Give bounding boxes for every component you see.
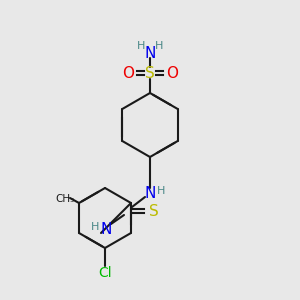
Text: O: O [166, 65, 178, 80]
Text: H: H [91, 222, 99, 232]
Text: N: N [144, 46, 156, 61]
Text: Cl: Cl [98, 266, 112, 280]
Text: S: S [149, 203, 159, 218]
Text: H: H [157, 186, 165, 196]
Text: N: N [100, 221, 112, 236]
Text: S: S [145, 65, 155, 80]
Text: N: N [144, 185, 156, 200]
Text: H: H [155, 41, 163, 51]
Text: CH₃: CH₃ [56, 194, 75, 204]
Text: O: O [122, 65, 134, 80]
Text: H: H [137, 41, 145, 51]
